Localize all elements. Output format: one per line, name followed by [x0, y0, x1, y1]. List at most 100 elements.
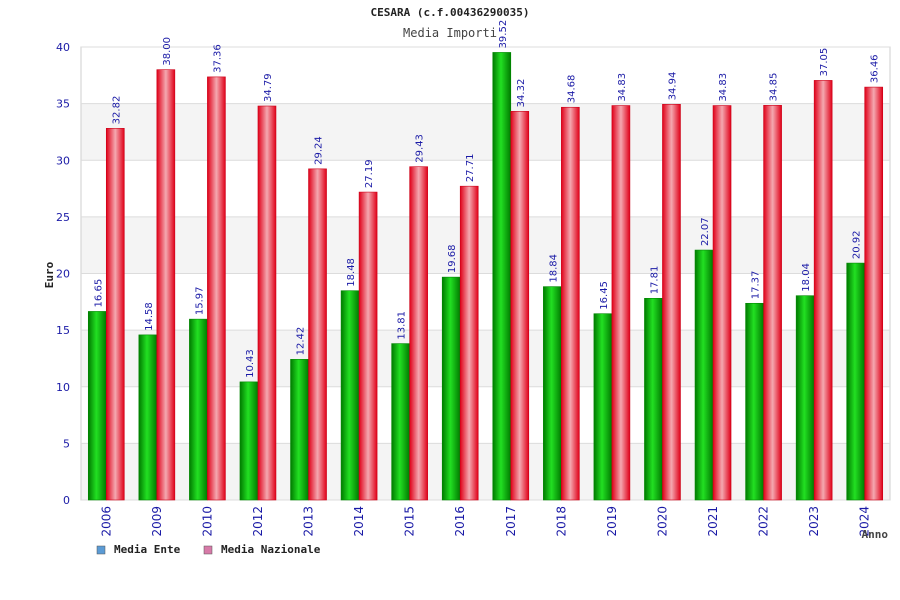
bar-media-nazionale-2012: [257, 105, 277, 501]
y-tick-label: 30: [56, 154, 70, 167]
bar-media-nazionale-2018: [561, 106, 580, 501]
bar-media-ente-2010: [189, 318, 208, 501]
bar-media-nazionale-2017: [510, 111, 530, 501]
legend-label-media-ente: Media Ente: [114, 543, 181, 556]
chart-title: CESARA (c.f.00436290035): [371, 6, 530, 19]
bar-media-ente-2013: [290, 359, 309, 501]
bar-media-nazionale-2023: [813, 80, 833, 501]
data-label: 34.83: [617, 73, 628, 102]
bar-media-ente-2009: [138, 334, 158, 501]
y-tick-label: 25: [56, 211, 70, 224]
data-label: 34.94: [667, 72, 678, 101]
data-label: 32.82: [111, 96, 122, 125]
y-tick-label: 40: [56, 41, 70, 54]
data-label: 37.36: [212, 44, 223, 73]
bar-media-nazionale-2006: [105, 128, 125, 501]
x-tick-label: 2009: [150, 506, 164, 537]
x-tick-label: 2019: [605, 506, 619, 537]
data-label: 17.37: [751, 271, 762, 300]
data-label: 34.68: [566, 75, 577, 104]
y-tick-label: 15: [56, 324, 70, 337]
data-label: 18.48: [346, 258, 357, 287]
y-tick-label: 5: [63, 437, 70, 450]
y-tick-label: 35: [56, 98, 70, 111]
x-tick-label: 2021: [706, 506, 720, 537]
y-axis-label: Euro: [43, 261, 56, 288]
legend-swatch-media-nazionale: [203, 545, 213, 555]
data-label: 34.83: [718, 73, 729, 102]
bar-media-ente-2006: [87, 311, 107, 501]
bar-media-ente-2015: [391, 343, 410, 501]
y-tick-label: 0: [63, 494, 70, 507]
data-label: 38.00: [162, 37, 173, 66]
bar-media-nazionale-2024: [864, 86, 884, 501]
bar-media-ente-2017: [492, 52, 512, 501]
data-label: 12.42: [296, 327, 307, 356]
data-label: 15.97: [194, 286, 205, 315]
x-tick-label: 2024: [858, 506, 872, 537]
data-label: 16.45: [599, 281, 610, 310]
legend-swatch-media-ente: [96, 545, 106, 555]
x-tick-label: 2022: [757, 506, 771, 537]
legend-label-media-nazionale: Media Nazionale: [221, 543, 321, 556]
bar-media-nazionale-2019: [611, 105, 631, 501]
data-label: 18.84: [548, 254, 559, 283]
y-tick-label: 10: [56, 381, 70, 394]
bar-media-ente-2019: [593, 313, 613, 501]
x-tick-label: 2010: [200, 506, 214, 537]
data-label: 20.92: [852, 230, 863, 259]
x-tick-label: 2013: [302, 506, 316, 537]
chart-subtitle: Media Importi: [403, 26, 497, 40]
data-label: 22.07: [700, 217, 711, 246]
bars: 16.65 32.82 14.58 38.00 15.97 37.36 10.43 34.79…: [87, 20, 884, 501]
data-label: 34.79: [263, 73, 274, 102]
data-label: 17.81: [649, 266, 660, 295]
bar-media-ente-2018: [543, 286, 562, 501]
bar-media-ente-2021: [694, 249, 714, 501]
x-tick-label: 2012: [251, 506, 265, 537]
bar-media-nazionale-2021: [712, 105, 732, 501]
data-label: 14.58: [144, 302, 155, 331]
bar-media-ente-2016: [441, 276, 461, 501]
bar-media-nazionale-2010: [207, 76, 226, 501]
bar-media-nazionale-2022: [763, 105, 782, 501]
data-label: 16.65: [93, 279, 104, 308]
x-tick-label: 2015: [403, 506, 417, 537]
bar-media-ente-2012: [239, 381, 259, 501]
x-tick-label: 2014: [352, 506, 366, 537]
bar-media-nazionale-2014: [358, 191, 378, 501]
data-label: 18.04: [801, 263, 812, 292]
x-axis-ticks: 2006 2009 2010 2012 2013 2014 2015 2016 2017 2018…: [99, 506, 871, 537]
x-tick-label: 2016: [453, 506, 467, 537]
bar-media-nazionale-2009: [156, 69, 176, 501]
y-tick-label: 20: [56, 268, 70, 281]
data-label: 27.19: [364, 159, 375, 188]
bar-media-nazionale-2016: [459, 185, 479, 501]
data-label: 29.43: [415, 134, 426, 163]
bar-media-ente-2024: [846, 262, 866, 501]
bar-media-ente-2022: [745, 302, 764, 501]
bar-media-nazionale-2013: [308, 168, 327, 501]
legend: Media Ente Media Nazionale: [96, 543, 321, 556]
bar-media-ente-2023: [795, 295, 815, 501]
data-label: 37.05: [819, 48, 830, 77]
bar-media-ente-2014: [340, 290, 360, 501]
data-label: 36.46: [870, 54, 881, 83]
data-label: 29.24: [314, 136, 325, 165]
x-tick-label: 2017: [504, 506, 518, 537]
x-tick-label: 2006: [99, 506, 113, 537]
x-tick-label: 2018: [554, 506, 568, 537]
data-label: 10.43: [245, 349, 256, 378]
y-axis-ticks: 0 5 10 15 20 25 30 35 40: [56, 41, 70, 507]
bar-media-ente-2020: [644, 298, 663, 501]
bar-media-nazionale-2020: [662, 104, 681, 501]
data-label: 39.52: [498, 20, 509, 49]
data-label: 13.81: [397, 311, 408, 340]
data-label: 19.68: [447, 244, 458, 273]
x-tick-label: 2023: [807, 506, 821, 537]
x-tick-label: 2020: [655, 506, 669, 537]
bar-media-nazionale-2015: [409, 166, 428, 501]
x-axis-label: Anno: [862, 528, 889, 541]
data-label: 34.85: [769, 73, 780, 102]
